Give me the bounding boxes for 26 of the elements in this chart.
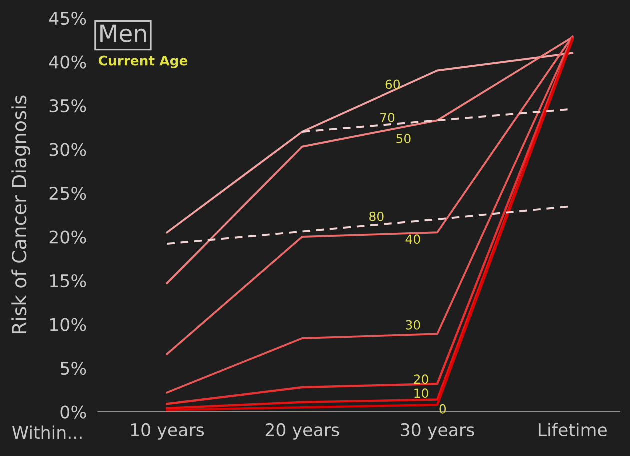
y-axis-title: Risk of Cancer Diagnosis: [12, 96, 30, 334]
x-tick-label: Lifetime: [539, 423, 607, 437]
y-tick-label: 30%: [50, 143, 86, 156]
series-label: 80: [370, 212, 384, 222]
series-label: 30: [406, 320, 420, 330]
y-tick-label: 25%: [50, 186, 86, 200]
legend-title: Current Age: [98, 56, 188, 68]
y-tick-label: 35%: [50, 99, 86, 113]
series-label: 60: [386, 80, 400, 90]
series-label: 70: [380, 113, 395, 122]
chart-title: Men: [100, 24, 146, 42]
y-tick-label: 10%: [50, 318, 86, 332]
series-label: 10: [414, 388, 428, 398]
y-tick-label: 45%: [49, 12, 86, 26]
y-tick-label: 15%: [50, 274, 86, 288]
series-label: 40: [406, 234, 420, 244]
y-tick-label: 20%: [50, 230, 86, 244]
series-label: 20: [414, 374, 428, 384]
y-tick-label: 40%: [49, 56, 86, 69]
series-label: 50: [396, 134, 411, 144]
y-tick-label: 5%: [60, 362, 86, 376]
x-tick-label: 30 years: [401, 423, 474, 440]
y-tick-label: 0%: [60, 406, 86, 419]
x-tick-label: 20 years: [266, 423, 340, 440]
x-tick-label: 10 years: [131, 423, 204, 440]
x-axis-title: Within...: [12, 426, 82, 439]
